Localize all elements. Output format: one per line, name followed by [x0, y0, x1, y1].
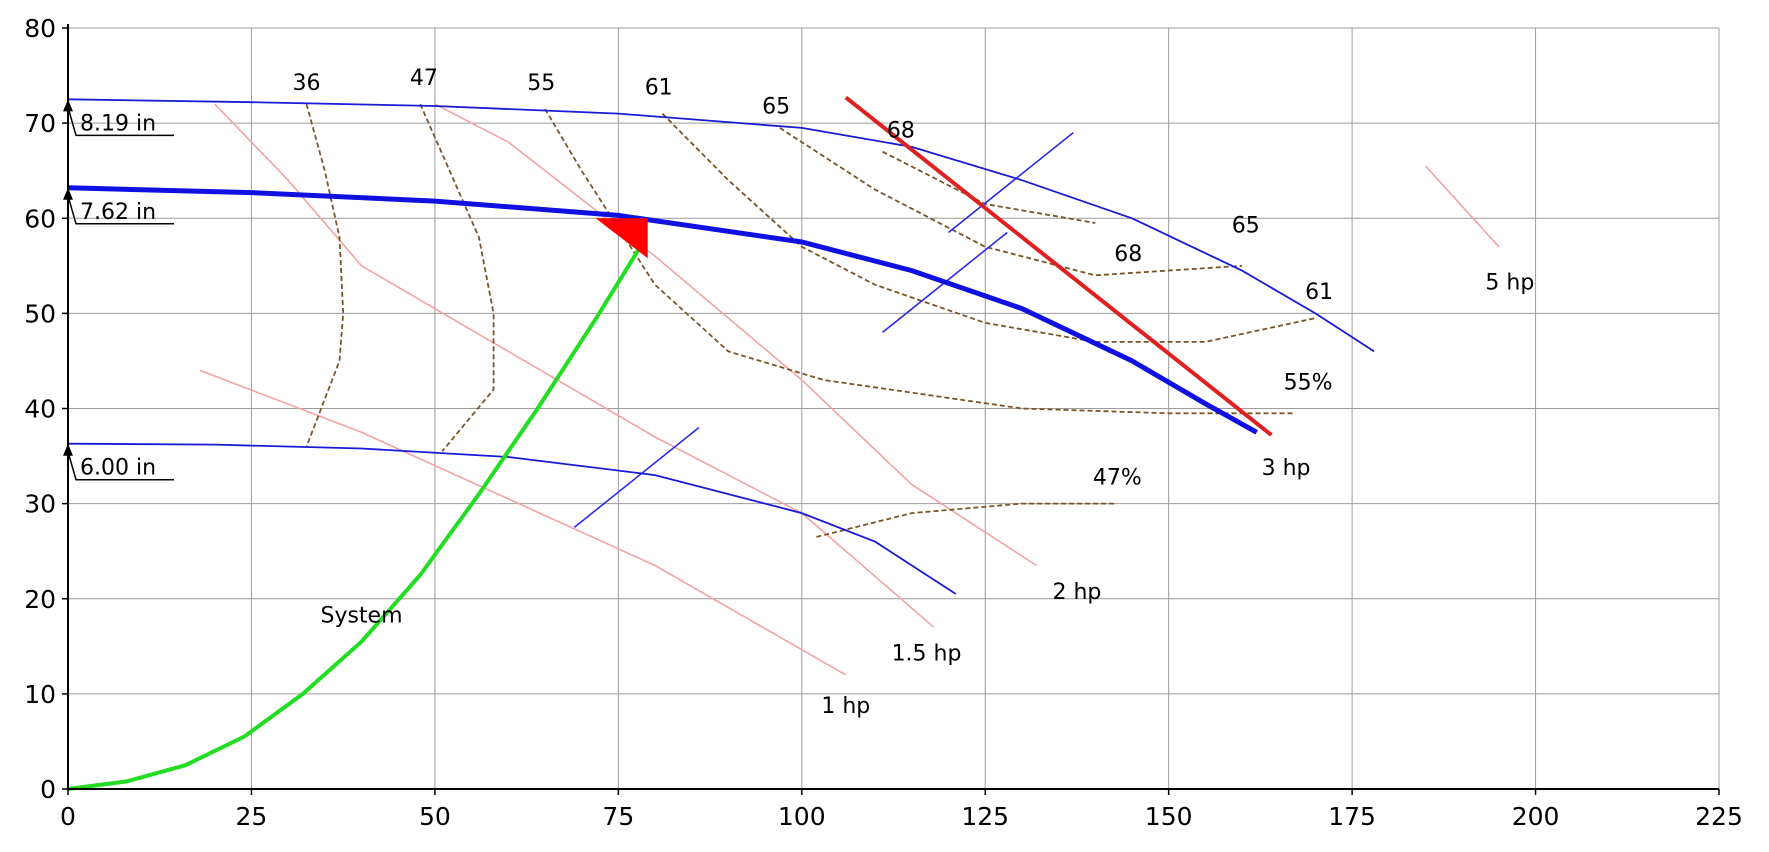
annotation-label: 36	[292, 71, 320, 96]
y-tick-label: 60	[24, 204, 56, 233]
annotation-label: 61	[1305, 280, 1333, 305]
impeller-label: 6.00 in	[80, 456, 156, 481]
npsh-mark	[573, 426, 700, 529]
npsh-marks	[573, 131, 1074, 529]
efficiency-line	[816, 502, 1118, 538]
x-tick-label: 175	[1328, 802, 1376, 831]
annotation-label: 5 hp	[1485, 271, 1534, 296]
impeller-label: 8.19 in	[80, 111, 156, 136]
y-tick-label: 50	[24, 299, 56, 328]
impeller-curve	[67, 442, 957, 595]
efficiency-line	[305, 103, 345, 447]
impeller-label-leader	[67, 107, 174, 137]
operating-point-marker	[595, 218, 648, 259]
annotation-label: 68	[887, 118, 915, 143]
x-tick-label: 0	[60, 802, 76, 831]
annotation-label: 65	[762, 95, 790, 120]
annotation-label: 55	[527, 71, 555, 96]
y-tick-label: 0	[40, 775, 56, 804]
impeller-label: 7.62 in	[80, 200, 156, 225]
annotation-label: 1.5 hp	[892, 642, 962, 667]
y-tick-label: 30	[24, 490, 56, 519]
x-tick-label: 200	[1512, 802, 1560, 831]
efficiency-line	[544, 108, 1294, 415]
annotation-label: 47%	[1093, 466, 1142, 491]
annotation-label: 55%	[1284, 370, 1333, 395]
power-line	[1424, 165, 1500, 248]
annotation-label: System	[320, 604, 402, 629]
system-curve-layer	[67, 218, 648, 791]
system-curve	[67, 245, 643, 791]
x-tick-label: 25	[236, 802, 268, 831]
y-tick-label: 80	[24, 14, 56, 43]
x-tick-label: 150	[1145, 802, 1193, 831]
power-line	[199, 369, 847, 676]
x-tick-label: 75	[602, 802, 634, 831]
impeller-curve	[67, 98, 1375, 353]
efficiency-line	[779, 127, 1243, 277]
y-tick-label: 40	[24, 395, 56, 424]
annotation-label: 47	[410, 66, 438, 91]
limit-line-layer	[844, 95, 1273, 437]
power-line	[434, 103, 1038, 567]
y-tick-label: 20	[24, 585, 56, 614]
x-tick-label: 225	[1695, 802, 1743, 831]
efficiency-lines	[305, 103, 1316, 538]
limit-line	[844, 95, 1273, 437]
annotation-label: 3 hp	[1262, 456, 1311, 481]
x-tick-label: 50	[419, 802, 451, 831]
efficiency-line	[419, 103, 495, 452]
npsh-mark	[948, 131, 1074, 234]
x-tick-label: 125	[961, 802, 1009, 831]
power-line	[214, 103, 935, 628]
annotation-label: 1 hp	[821, 694, 870, 719]
y-tick-label: 70	[24, 109, 56, 138]
x-tick-label: 100	[778, 802, 826, 831]
impeller-label-leader	[67, 451, 174, 481]
axes: 0 10 20 30 40 50 60 70 80 0 25 50 75 100 125 150 175 200 2…	[24, 14, 1743, 831]
grid	[68, 27, 1720, 789]
impeller-curves	[67, 98, 1375, 595]
selected-impeller-curve	[67, 185, 1258, 435]
annotation-label: 61	[645, 76, 673, 101]
impeller-label-leader	[67, 195, 174, 225]
annotations: 8.19 in 7.62 in 6.00 in 36 47 55 61 65 68 68 65 61 5…	[80, 66, 1534, 719]
annotation-label: 68	[1114, 242, 1142, 267]
annotation-label: 65	[1232, 214, 1260, 239]
annotation-label: 2 hp	[1052, 580, 1101, 605]
efficiency-line	[661, 112, 1316, 343]
y-tick-label: 10	[24, 680, 56, 709]
